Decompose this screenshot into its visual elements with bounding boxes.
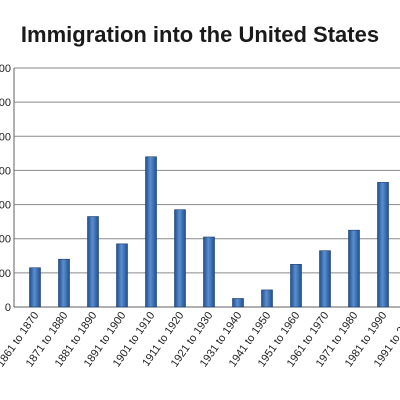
y-tick-label: 00 [0,97,11,109]
y-tick-label: 00 [0,234,11,246]
bar [116,243,128,308]
y-tick-label: 00 [0,63,11,75]
bar [174,209,186,308]
bar [203,236,215,308]
bar [87,216,99,308]
bar [145,156,157,308]
bar [29,267,41,308]
y-tick-label: 00 [0,268,11,280]
bar [58,258,70,308]
bar [290,264,302,308]
bar [348,229,360,308]
bar [319,250,331,308]
y-tick-label: 00 [0,200,11,212]
bar [261,289,273,308]
y-tick-label: 00 [0,165,11,177]
y-tick-label: 0 [5,302,11,314]
bar-layer [29,156,389,308]
chart-title: Immigration into the United States [20,22,380,47]
bar [377,182,389,308]
y-tick-label: 00 [0,131,11,143]
bar [232,298,244,308]
